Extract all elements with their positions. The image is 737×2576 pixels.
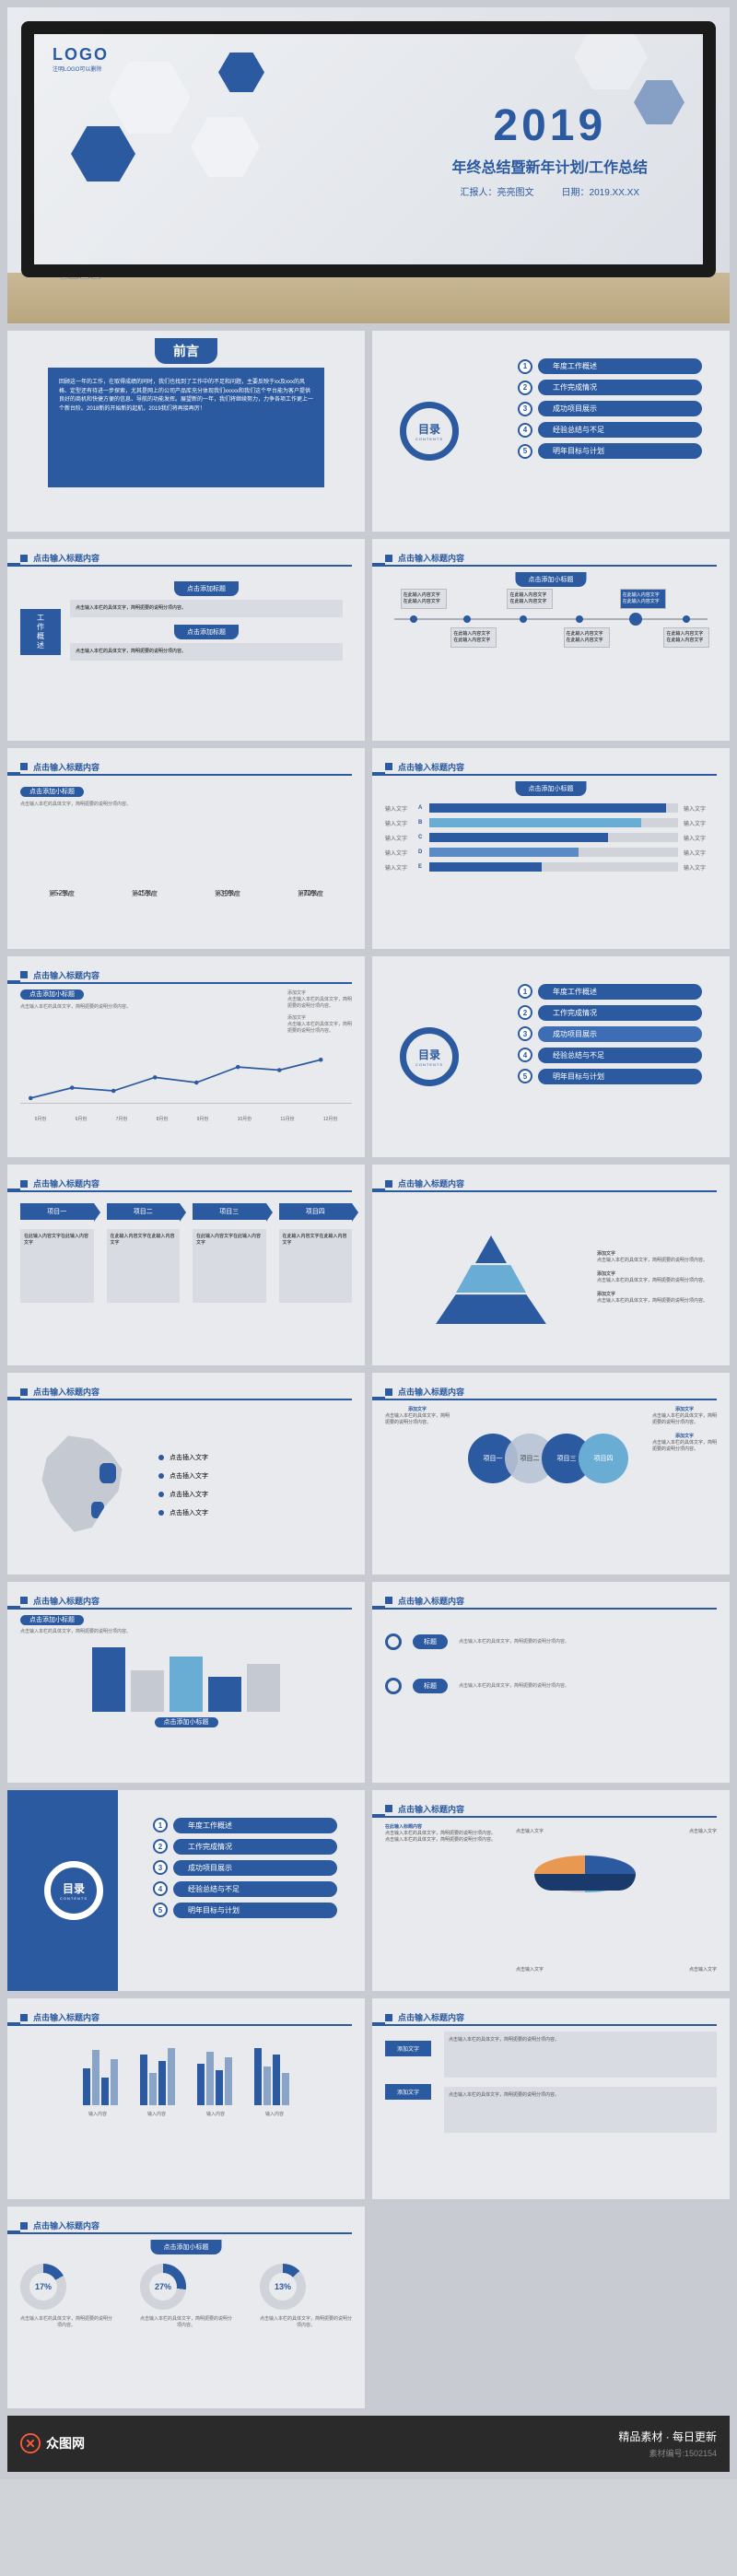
slide-work-summary: 点击输入标题内容 工作概述 点击添加标题 点击输入本栏的具体文字，简明扼要的说明… [7, 539, 365, 740]
cover-text: 2019 年终总结暨新年计划/工作总结 汇报人：亮亮图文 日期：2019.XX.… [452, 100, 648, 198]
slide-mini-bars: 点击输入标题内容 输入内容 输入内容 输入内容 输入内容 [7, 1998, 365, 2199]
slide-donuts: 点击输入标题内容 点击添加小标题 17% 点击输入本栏的具体文字，简明扼要的说明… [7, 2207, 365, 2407]
toc-slide-3: 目录CONTENTS 1年度工作概述 2工作完成情况 3成功项目展示 4经验总结… [7, 1790, 365, 1991]
slide-hbar: 点击输入标题内容 点击添加小标题 输入文字A输入文字 输入文字B输入文字 输入文… [372, 748, 730, 949]
toc-slide-1: 目录 CONTENTS 1年度工作概述 2工作完成情况 3成功项目展示 4经验总… [372, 331, 730, 532]
slide-cols-bars: 点击输入标题内容 点击添加小标题 点击输入本栏的具体文字，简明扼要的说明分项内容… [7, 1582, 365, 1783]
slide-3d-pie: 点击输入标题内容 在此输入标题内容 点击输入本栏的具体文字，简明扼要的说明分项内… [372, 1790, 730, 1991]
slide-venn: 点击输入标题内容 添加文字 点击输入本栏的具体文字，简明扼要的说明分项内容。 项… [372, 1373, 730, 1574]
slide-line: 点击输入标题内容 点击添加小标题 点击输入本栏的具体文字，简明扼要的说明分项内容… [7, 956, 365, 1157]
slide-map: 点击输入标题内容 点击插入文字 点击插入文字 点击插入文字 点击插入文字 [7, 1373, 365, 1574]
slide-tabs: 点击输入标题内容 项目一 项目二 项目三 项目四 在此输入内容文字在此输入内容文… [7, 1165, 365, 1365]
footer: 众图网 精品素材 · 每日更新 素材编号:1502154 [7, 2416, 730, 2472]
slide-label-rows: 点击输入标题内容 标题 点击输入本栏的具体文字，简明扼要的说明分项内容。 标题 … [372, 1582, 730, 1783]
toc-slide-2: 目录CONTENTS 1年度工作概述 2工作完成情况 3成功项目展示 4经验总结… [372, 956, 730, 1157]
logo: LOGO 注明LOGO可以删除 [53, 45, 109, 73]
preface-slide: 前言 回顾这一年的工作，在取得成绩的同时，我们也找到了工作中的不足和问题，主要反… [7, 331, 365, 532]
slide-pyramid: 点击输入标题内容 添加文字点击输入本栏的具体文字，简明扼要的说明分项内容。 添加… [372, 1165, 730, 1365]
slide-timeline: 点击输入标题内容 点击添加小标题 在此输入内容文字在此输入内容文字 在此输入内容… [372, 539, 730, 740]
cover-slide: LOGO 注明LOGO可以删除 2019 年终总结暨新年计划/工作总结 汇报人：… [7, 7, 730, 323]
slide-side-boxes: 点击输入标题内容 添加文字 添加文字 点击输入本栏的具体文字，简明扼要的说明分项… [372, 1998, 730, 2199]
slide-bar-chart: 点击输入标题内容 点击添加小标题 点击输入本栏的具体文字，简明扼要的说明分项内容… [7, 748, 365, 949]
